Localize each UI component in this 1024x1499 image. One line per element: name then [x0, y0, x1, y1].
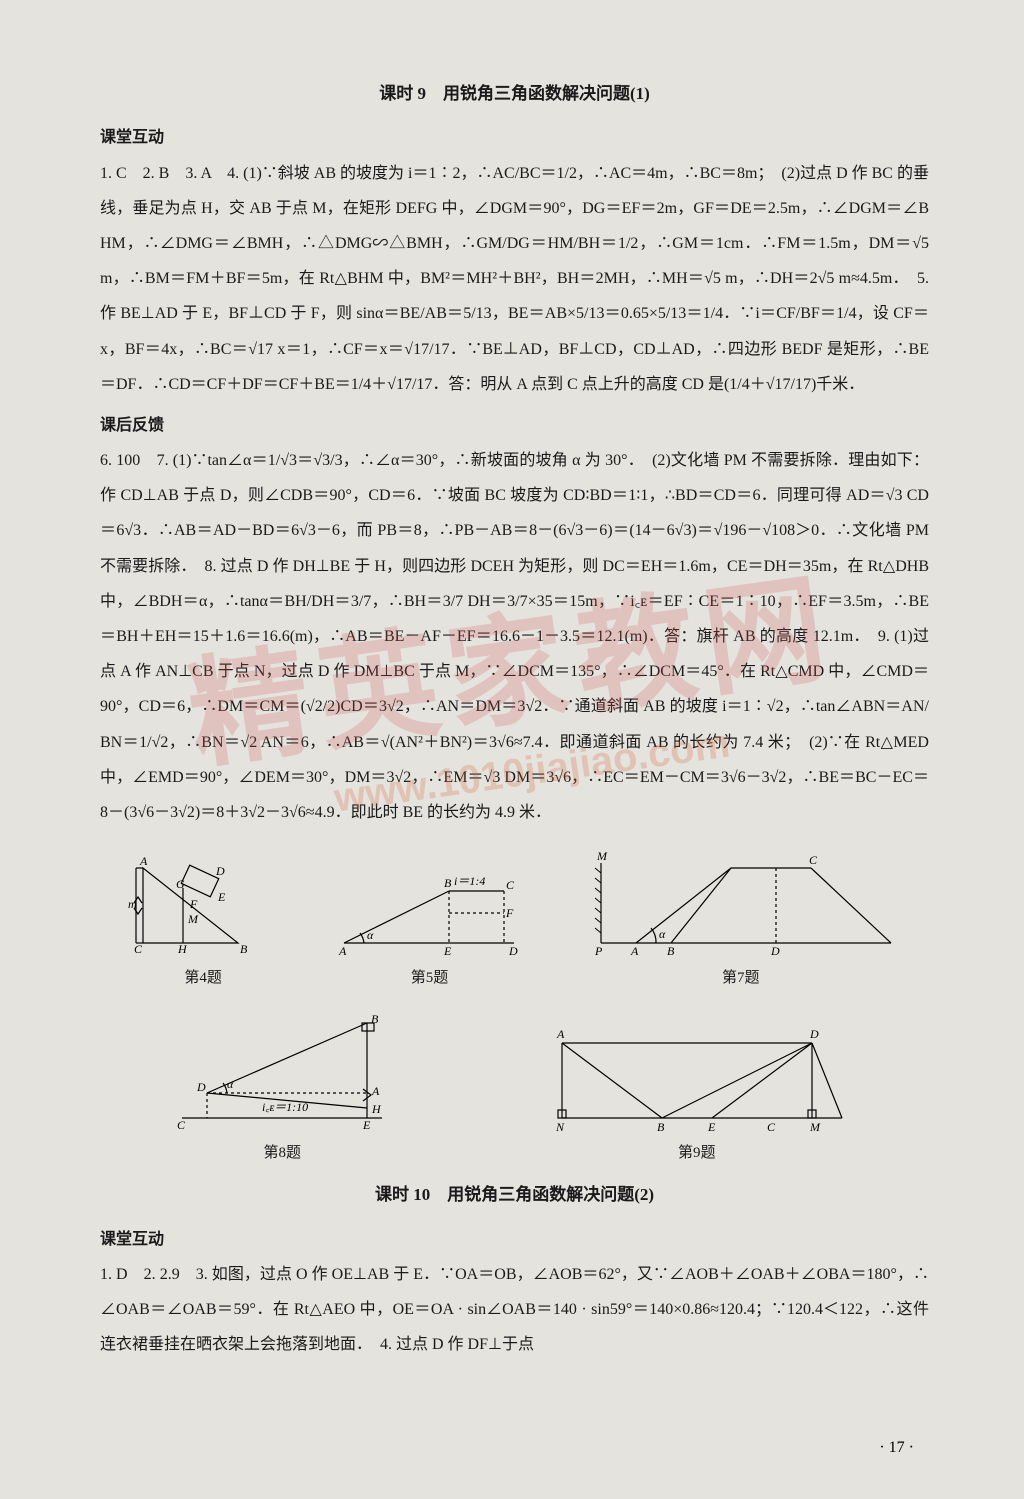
fig5-A: A — [338, 944, 347, 958]
fig9-A: A — [556, 1027, 565, 1041]
fig4-label-E: E — [217, 890, 226, 904]
fig5-E: E — [443, 944, 452, 958]
lesson9-section2-body: 6. 100 7. (1)∵tan∠α＝1/√3＝√3/3，∴∠α＝30°，∴新… — [100, 443, 929, 830]
fig8-E: E — [362, 1118, 371, 1132]
fig4-label-G: G — [176, 877, 185, 891]
figures-row-1: A B C D E F G H M 4m 第4题 — [100, 848, 929, 995]
fig5-i: i＝1:4 — [454, 874, 485, 888]
lesson10-section1-head: 课堂互动 — [100, 1222, 929, 1257]
fig4-label-F: F — [189, 897, 198, 911]
fig7-D: D — [770, 944, 780, 958]
figure-4: A B C D E F G H M 4m 第4题 — [128, 853, 278, 995]
fig5-F: F — [505, 906, 514, 920]
fig4-label-C: C — [134, 942, 143, 956]
fig9-E: E — [707, 1120, 716, 1133]
fig9-M: M — [809, 1120, 821, 1133]
fig9-C: C — [767, 1120, 776, 1133]
fig8-A: A — [371, 1084, 380, 1098]
document-page: 精英家教网 www.1010jiajiao.com 课时 9 用锐角三角函数解决… — [0, 0, 1024, 1402]
fig4-label-4m: 4m — [128, 897, 137, 911]
figure-8: A B C D E H α i꜀ᴇ＝1:10 第8题 — [167, 1013, 397, 1170]
fig5-alpha: α — [367, 928, 374, 942]
fig4-label-A: A — [139, 854, 148, 868]
figure-5: A B C D E F α i＝1:4 第5题 — [334, 873, 524, 995]
lesson9-section1-body: 1. C 2. B 3. A 4. (1)∵斜坡 AB 的坡度为 i＝1∶2，∴… — [100, 156, 929, 402]
fig8-alpha: α — [227, 1077, 234, 1091]
figure-5-caption: 第5题 — [334, 962, 524, 995]
fig4-label-B: B — [240, 942, 248, 956]
fig5-D: D — [508, 944, 518, 958]
fig8-D: D — [196, 1080, 206, 1094]
fig4-label-H: H — [177, 942, 188, 956]
lesson9-title: 课时 9 用锐角三角函数解决问题(1) — [100, 75, 929, 112]
lesson10-section1-body: 1. D 2. 2.9 3. 如图，过点 O 作 OE⊥AB 于 E．∵OA＝O… — [100, 1257, 929, 1363]
fig4-label-M: M — [187, 912, 199, 926]
fig8-B: B — [371, 1013, 379, 1026]
fig7-B: B — [667, 944, 675, 958]
lesson10-title: 课时 10 用锐角三角函数解决问题(2) — [100, 1176, 929, 1213]
fig9-N: N — [555, 1120, 565, 1133]
fig5-C: C — [506, 878, 515, 892]
fig8-H: H — [371, 1102, 382, 1116]
figure-9-caption: 第9题 — [532, 1137, 862, 1170]
fig4-label-D: D — [215, 864, 225, 878]
figure-8-caption: 第8题 — [167, 1137, 397, 1170]
fig7-C: C — [809, 853, 818, 867]
figure-4-caption: 第4题 — [128, 962, 278, 995]
fig8-C: C — [177, 1118, 186, 1132]
figure-9: A B C D E M N 第9题 — [532, 1018, 862, 1170]
fig5-B: B — [444, 876, 452, 890]
lesson9-section1-head: 课堂互动 — [100, 120, 929, 155]
fig9-D: D — [809, 1027, 819, 1041]
figure-7-caption: 第7题 — [581, 962, 901, 995]
lesson9-section2-head: 课后反馈 — [100, 408, 929, 443]
fig9-B: B — [657, 1120, 665, 1133]
fig8-i: i꜀ᴇ＝1:10 — [262, 1100, 308, 1114]
figure-7: M P A B C D α 第7题 — [581, 848, 901, 995]
fig7-P: P — [594, 944, 603, 958]
figures-row-2: A B C D E H α i꜀ᴇ＝1:10 第8题 — [100, 1013, 929, 1170]
fig7-alpha: α — [659, 927, 666, 941]
page-number: · 17 · — [879, 1439, 914, 1457]
fig7-M: M — [596, 849, 608, 863]
fig7-A: A — [630, 944, 639, 958]
